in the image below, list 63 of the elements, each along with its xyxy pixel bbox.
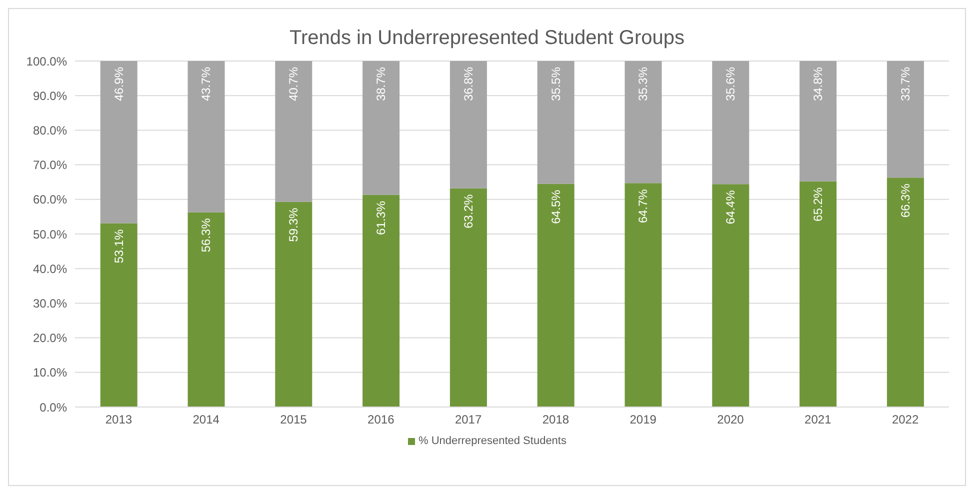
y-tick-label: 90.0% (32, 88, 68, 103)
legend-label: % Underrepresented Students (418, 435, 566, 447)
data-label: 56.3% (199, 218, 214, 252)
chart-title: Trends in Underrepresented Student Groups (289, 27, 685, 49)
data-label: 64.4% (724, 190, 738, 224)
bar (800, 61, 837, 182)
bar (712, 184, 750, 407)
data-label: 35.6% (724, 66, 738, 102)
y-tick-label: 60.0% (32, 192, 68, 207)
data-label: 34.8% (811, 66, 826, 102)
bar (100, 223, 138, 407)
y-tick-label: 20.0% (32, 331, 68, 346)
data-label: 59.3% (286, 208, 301, 242)
data-label: 66.3% (898, 183, 912, 218)
bar (188, 212, 225, 407)
y-tick-label: 50.0% (32, 227, 68, 242)
data-label: 33.7% (898, 66, 912, 102)
data-label: 61.3% (374, 200, 388, 235)
bar (712, 61, 750, 184)
data-label: 35.5% (548, 66, 563, 102)
bar (100, 61, 138, 224)
x-tick-label: 2022 (892, 412, 919, 427)
y-tick-label: 80.0% (32, 123, 68, 138)
x-tick-label: 2017 (454, 412, 482, 427)
data-label: 64.5% (548, 190, 563, 224)
data-label: 46.9% (112, 66, 126, 102)
x-tick-label: 2015 (280, 412, 308, 427)
x-tick-label: 2021 (804, 412, 832, 427)
bar (450, 188, 487, 407)
bar (362, 194, 400, 407)
y-tick-label: 70.0% (32, 158, 68, 172)
x-tick-label: 2018 (542, 412, 570, 427)
y-tick-label: 0.0% (40, 400, 68, 414)
x-tick-label: 2019 (630, 412, 657, 427)
x-tick-label: 2014 (192, 412, 220, 427)
data-label: 63.2% (461, 194, 476, 228)
y-tick-label: 100.0% (26, 54, 68, 68)
bar (537, 61, 574, 184)
data-label: 43.7% (199, 66, 214, 102)
bar (275, 61, 312, 202)
y-tick-label: 40.0% (32, 262, 68, 276)
data-label: 64.7% (636, 188, 650, 224)
bar (188, 61, 225, 212)
x-tick-label: 2020 (717, 412, 744, 427)
bar (450, 61, 487, 188)
data-label: 65.2% (811, 187, 826, 222)
y-tick-label: 30.0% (32, 296, 68, 310)
bar (275, 202, 312, 407)
data-label: 38.7% (374, 66, 388, 102)
data-label: 35.3% (636, 66, 650, 102)
bar (800, 181, 837, 407)
bar (624, 183, 662, 407)
bar (537, 184, 574, 407)
data-label: 40.7% (286, 66, 301, 102)
bar (624, 61, 662, 184)
bar (362, 61, 400, 195)
bar (886, 178, 924, 407)
data-label: 53.1% (112, 228, 126, 264)
data-label: 36.8% (461, 66, 476, 102)
y-tick-label: 10.0% (32, 366, 68, 380)
x-tick-label: 2013 (105, 412, 132, 427)
x-tick-label: 2016 (368, 412, 395, 427)
bar (886, 61, 924, 178)
